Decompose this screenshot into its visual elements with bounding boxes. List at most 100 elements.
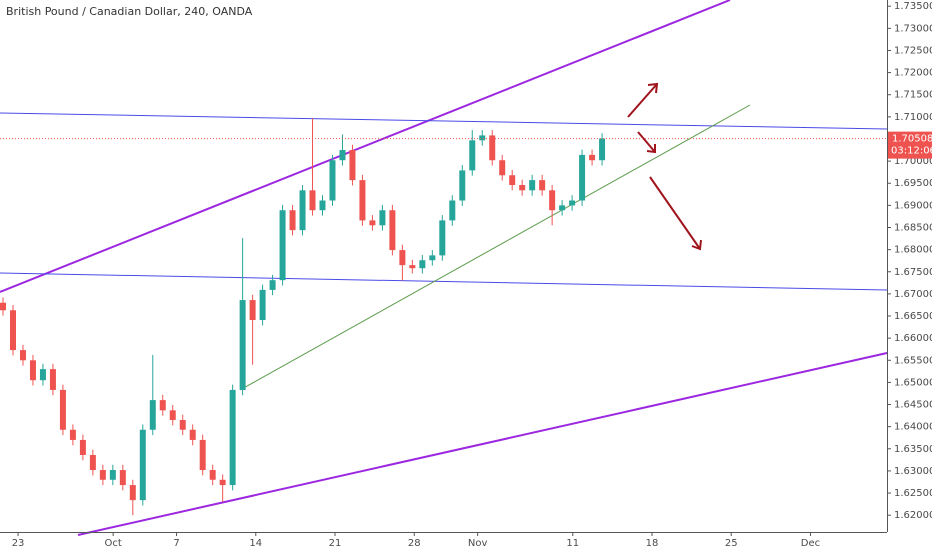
candle-body — [99, 470, 106, 480]
y-tick-label: 1.66500 — [894, 311, 932, 322]
candle-body — [499, 160, 506, 176]
resistance-line — [0, 112, 888, 130]
candle-body — [0, 302, 7, 311]
candle-body — [169, 410, 176, 421]
arrow-head — [691, 239, 702, 251]
trend-line — [239, 104, 751, 391]
candle-body — [489, 135, 496, 161]
drawings — [0, 0, 888, 536]
candle-body — [259, 289, 266, 320]
candle-body — [539, 180, 546, 191]
candle-body — [59, 389, 66, 430]
y-tick-label: 1.68000 — [894, 245, 932, 256]
candle-body — [179, 420, 186, 430]
candle-body — [269, 280, 276, 290]
candle-body — [299, 190, 306, 231]
support-line — [0, 272, 888, 291]
candle-body — [329, 160, 336, 201]
channel-line — [77, 352, 888, 536]
arrow — [627, 83, 658, 118]
candle-body — [579, 154, 586, 201]
candle-body — [289, 210, 296, 231]
candle-body — [249, 300, 256, 320]
candle-body — [469, 140, 476, 171]
candle-body — [369, 220, 376, 226]
countdown-label: 03:12:06 — [891, 146, 932, 157]
candle-body — [479, 135, 486, 141]
y-tick-label: 1.66000 — [894, 333, 932, 344]
candle-body — [69, 429, 76, 440]
y-tick-label: 1.64000 — [894, 422, 932, 433]
candle-body — [129, 485, 136, 501]
candle-body — [389, 210, 396, 251]
y-tick-label: 1.73500 — [894, 1, 932, 12]
x-tick-label: 18 — [646, 538, 659, 549]
candle-body — [159, 400, 166, 411]
last-price-tag — [888, 131, 932, 159]
candle-body — [339, 150, 346, 161]
candle-body — [419, 260, 426, 269]
candle-body — [109, 470, 116, 480]
y-tick-label: 1.71000 — [894, 112, 932, 123]
x-tick-label: 25 — [725, 538, 738, 549]
candle-body — [279, 210, 286, 281]
channel-line — [0, 0, 731, 293]
candle-body — [199, 439, 206, 471]
y-tick-label: 1.69000 — [894, 200, 932, 211]
arrow-head — [646, 144, 656, 154]
arrows — [627, 82, 702, 251]
candle-body — [589, 154, 596, 161]
candle-body — [449, 200, 456, 221]
candle-body — [309, 190, 316, 211]
arrow — [649, 176, 701, 250]
y-tick-label: 1.63000 — [894, 466, 932, 477]
candle-body — [149, 400, 156, 430]
candle-body — [379, 210, 386, 226]
candle-body — [219, 479, 226, 486]
candle-body — [39, 369, 46, 381]
x-tick-label: 23 — [12, 538, 25, 549]
x-tick-label: 14 — [249, 538, 262, 549]
chart-title: British Pound / Canadian Dollar, 240, OA… — [6, 5, 253, 18]
x-tick-label: 21 — [329, 538, 342, 549]
candle-body — [139, 429, 146, 501]
x-tick-label: 7 — [173, 538, 179, 549]
candle-body — [319, 200, 326, 211]
y-tick-label: 1.69500 — [894, 178, 932, 189]
candle-body — [559, 205, 566, 211]
candle-body — [429, 255, 436, 261]
y-tick-label: 1.71500 — [894, 90, 932, 101]
x-tick-label: Dec — [801, 538, 820, 549]
y-tick-label: 1.67000 — [894, 289, 932, 300]
x-tick-label: 11 — [566, 538, 579, 549]
candle-body — [439, 220, 446, 256]
candle-body — [19, 350, 26, 361]
y-tick-label: 1.72500 — [894, 45, 932, 56]
y-tick-label: 1.73000 — [894, 23, 932, 34]
candle-body — [349, 150, 356, 181]
arrow-head — [647, 82, 659, 94]
candle-body — [409, 265, 416, 269]
candle-body — [599, 138, 606, 161]
candle-body — [119, 470, 126, 486]
candles — [0, 118, 606, 516]
y-tick-label: 1.72000 — [894, 68, 932, 79]
candle-body — [509, 175, 516, 186]
candle-body — [209, 470, 216, 480]
x-tick-label: Nov — [468, 538, 488, 549]
y-tick-label: 1.70000 — [894, 156, 932, 167]
y-tick-label: 1.62000 — [894, 510, 932, 521]
candle-body — [399, 250, 406, 266]
arrow — [637, 131, 656, 153]
y-tick-label: 1.63500 — [894, 444, 932, 455]
candle-body — [9, 310, 16, 351]
y-tick-label: 1.65000 — [894, 377, 932, 388]
candle-body — [359, 180, 366, 221]
candle-body — [79, 439, 86, 455]
candle-body — [189, 429, 196, 440]
candle-body — [569, 200, 576, 206]
candle-body — [29, 360, 36, 381]
x-tick-label: 28 — [408, 538, 421, 549]
y-tick-label: 1.62500 — [894, 488, 932, 499]
